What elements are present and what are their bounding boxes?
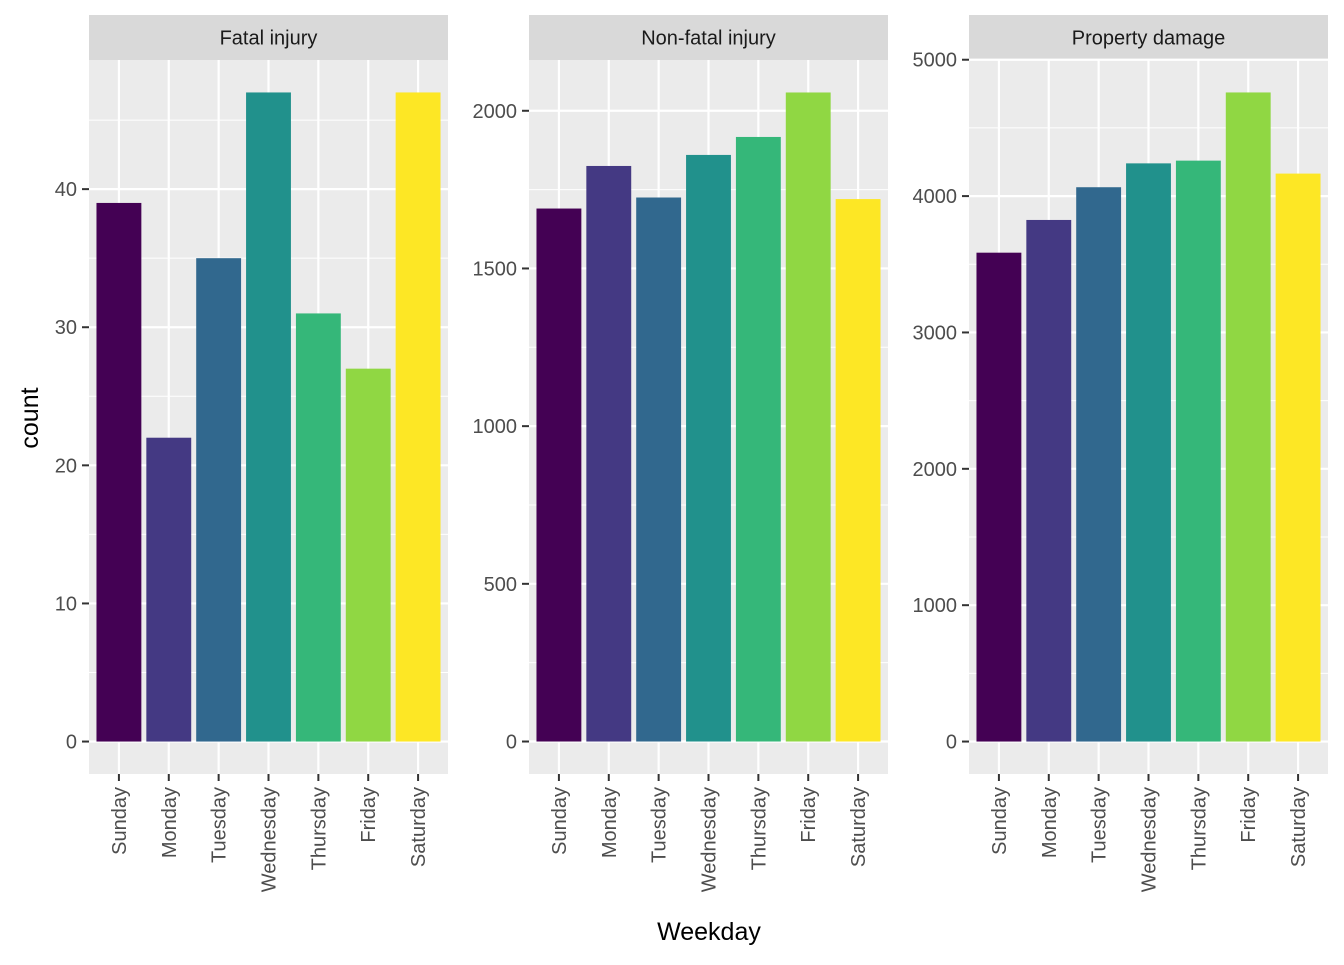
bar-friday [1225, 92, 1271, 742]
y-tick-label: 0 [66, 732, 77, 754]
y-tick-label: 30 [55, 317, 77, 339]
x-tick-label-sunday: Sunday [109, 787, 131, 855]
y-tick-label: 1000 [473, 416, 518, 438]
x-tick-label-saturday: Saturday [1288, 787, 1310, 867]
y-tick-label: 3000 [913, 322, 958, 344]
x-tick-label-friday: Friday [1238, 787, 1260, 843]
x-tick-label-wednesday: Wednesday [259, 787, 281, 892]
bar-tuesday [636, 197, 682, 742]
x-axis-title: Weekday [657, 918, 761, 946]
bar-wednesday [1126, 163, 1171, 742]
y-tick-label: 2000 [473, 101, 518, 123]
bar-tuesday [196, 258, 242, 742]
x-tick-label-saturday: Saturday [408, 787, 430, 867]
bar-sunday [536, 208, 582, 742]
x-tick-label-tuesday: Tuesday [209, 787, 231, 863]
bar-thursday [295, 313, 341, 742]
y-tick-label: 40 [55, 179, 77, 201]
x-tick-label-wednesday: Wednesday [1139, 787, 1161, 892]
panel-0: Fatal injury 0 10 20 30 40 Sunday Monday Tuesday… [55, 15, 448, 892]
panel-2: Property damage 0 1000 2000 3000 4000 5000 Sund… [913, 15, 1328, 892]
y-tick-label: 1500 [473, 258, 518, 280]
x-tick-label-wednesday: Wednesday [699, 787, 721, 892]
y-tick-label: 5000 [913, 50, 958, 72]
y-axis-title: count [16, 387, 44, 448]
bar-wednesday [686, 154, 731, 742]
x-tick-label-thursday: Thursday [1188, 787, 1210, 870]
x-tick-label-monday: Monday [599, 787, 621, 858]
x-tick-label-friday: Friday [358, 787, 380, 843]
bar-monday [586, 165, 632, 742]
bar-monday [1026, 219, 1072, 742]
x-tick-label-monday: Monday [1039, 787, 1061, 858]
y-tick-label: 500 [484, 574, 517, 596]
y-tick-label: 4000 [913, 186, 958, 208]
x-tick-label-tuesday: Tuesday [649, 787, 671, 863]
x-tick-label-saturday: Saturday [848, 787, 870, 867]
x-tick-label-monday: Monday [159, 787, 181, 858]
y-tick-label: 1000 [913, 595, 958, 617]
bar-thursday [735, 136, 781, 742]
bar-friday [785, 92, 831, 742]
facet-strip-label: Non-fatal injury [641, 28, 776, 50]
bar-sunday [976, 252, 1022, 742]
bar-saturday [1275, 173, 1321, 742]
facet-strip-label: Property damage [1072, 28, 1225, 50]
bar-saturday [395, 92, 441, 742]
y-tick-label: 10 [55, 593, 77, 615]
x-tick-label-sunday: Sunday [989, 787, 1011, 855]
panel-1: Non-fatal injury 0 500 1000 1500 2000 Sunday Mo… [473, 15, 888, 892]
x-tick-label-thursday: Thursday [748, 787, 770, 870]
bar-tuesday [1076, 187, 1122, 742]
x-tick-label-tuesday: Tuesday [1089, 787, 1111, 863]
y-tick-label: 0 [946, 732, 957, 754]
x-tick-label-thursday: Thursday [308, 787, 330, 870]
bar-thursday [1175, 160, 1221, 742]
facet-strip [89, 15, 448, 60]
bar-monday [146, 437, 192, 742]
y-tick-label: 20 [55, 455, 77, 477]
y-tick-label: 0 [506, 732, 517, 754]
x-tick-label-friday: Friday [798, 787, 820, 843]
panels-layer: Fatal injury 0 10 20 30 40 Sunday Monday Tuesday… [55, 15, 1328, 892]
x-tick-label-sunday: Sunday [549, 787, 571, 855]
bar-friday [345, 368, 391, 742]
y-tick-label: 2000 [913, 459, 958, 481]
facet-strip [969, 15, 1328, 60]
facet-strip [529, 15, 888, 60]
facet-strip-label: Fatal injury [220, 28, 318, 50]
bar-saturday [835, 199, 881, 742]
bar-wednesday [246, 92, 291, 742]
bar-sunday [96, 202, 142, 742]
